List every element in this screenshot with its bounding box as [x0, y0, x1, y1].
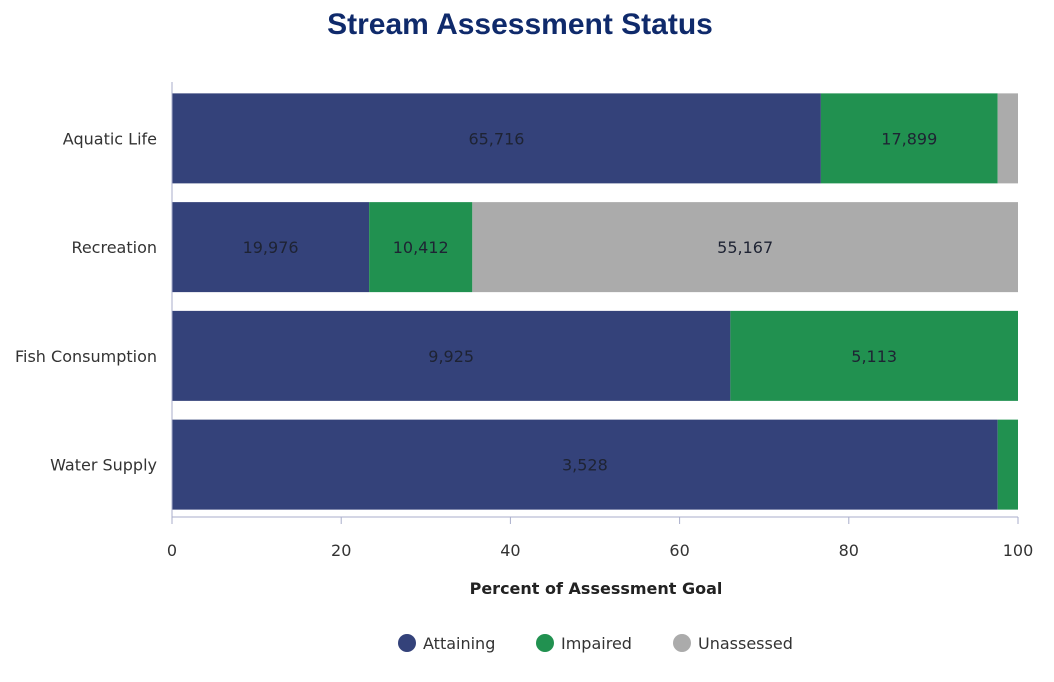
x-tick-label: 80	[839, 541, 859, 560]
data-label: 19,976	[243, 238, 299, 257]
data-label: 10,412	[393, 238, 449, 257]
bar-segment-attaining	[172, 310, 731, 401]
data-label: 65,716	[468, 129, 524, 148]
bar-segment-impaired	[997, 419, 1018, 510]
bar-segment-impaired	[369, 202, 473, 293]
data-label: 3,528	[562, 456, 608, 475]
x-tick-label: 20	[331, 541, 351, 560]
bar-segment-impaired	[820, 93, 998, 184]
x-tick-label: 40	[500, 541, 520, 560]
legend-marker-impaired	[536, 634, 554, 652]
category-label: Fish Consumption	[15, 347, 157, 366]
data-label: 5,113	[851, 347, 897, 366]
bar-segment-attaining	[172, 202, 370, 293]
bar-segment-unassessed	[997, 93, 1018, 184]
legend-item-impaired: Impaired	[561, 634, 632, 653]
legend-item-unassessed: Unassessed	[698, 634, 793, 653]
bar-segment-attaining	[172, 93, 821, 184]
bar-segment-unassessed	[472, 202, 1019, 293]
x-tick-label: 60	[669, 541, 689, 560]
data-label: 9,925	[428, 347, 474, 366]
x-tick-label: 100	[1003, 541, 1034, 560]
legend-marker-unassessed	[673, 634, 691, 652]
category-label: Aquatic Life	[63, 129, 157, 148]
category-label: Water Supply	[50, 456, 157, 475]
x-tick-label: 0	[167, 541, 177, 560]
bar-segment-impaired	[730, 310, 1018, 401]
data-label: 17,899	[881, 129, 937, 148]
chart-title: Stream Assessment Status	[327, 8, 713, 41]
x-axis-title: Percent of Assessment Goal	[470, 579, 723, 598]
bar-segment-attaining	[172, 419, 998, 510]
legend-marker-attaining	[398, 634, 416, 652]
legend-item-attaining: Attaining	[423, 634, 495, 653]
data-label: 55,167	[717, 238, 773, 257]
category-label: Recreation	[71, 238, 157, 257]
